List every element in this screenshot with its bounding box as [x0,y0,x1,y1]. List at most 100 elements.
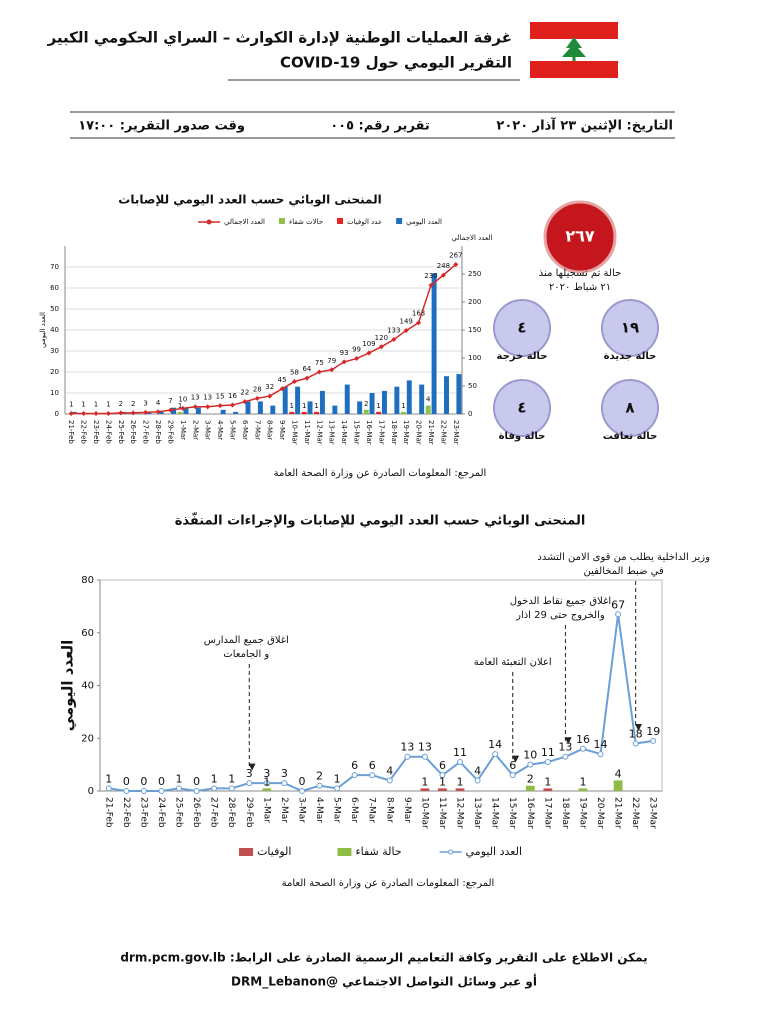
x-tick-label: 3-Mar [296,797,306,823]
annotation-text: اغلاق جميع المدارس [204,635,289,646]
cedar-trunk [572,57,576,61]
point [474,777,481,784]
x-tick-label: 25-Feb [174,797,184,828]
x-tick-label: 8-Mar [384,797,394,823]
bar-label: 1 [439,775,446,788]
point-label: 1 [81,400,85,408]
x-tick-label: 25-Feb [117,420,125,444]
point-label: 58 [290,369,299,377]
x-tick-label: 27-Feb [142,420,150,444]
x-tick-label: 21-Feb [103,797,113,828]
point-label: 267 [449,251,462,259]
bar [406,380,412,414]
bar [456,374,462,414]
point [192,404,198,410]
point-label: 1 [211,772,218,785]
point [428,282,434,288]
chart-title: المنحنى الوبائي حسب العدد اليومي للإصابا… [118,193,381,208]
point [140,788,147,794]
point [246,780,253,787]
point-label: 0 [193,775,200,788]
point [105,785,112,792]
bar [525,785,535,791]
stat-label: حالة وفاة [499,431,546,442]
point-label: 0 [140,775,147,788]
point-label: 2 [316,770,323,783]
legend-label: العدد الاجمالي [224,218,265,226]
x-tick-label: 20-Mar [415,420,423,445]
point-label: 2 [119,400,123,408]
y-axis-title: العدد اليومي [39,312,47,348]
bar [381,390,387,414]
y2-tick-label: 50 [468,382,477,390]
point [351,772,358,779]
point-label: 11 [453,746,467,759]
x-tick-label: 7-Mar [367,797,377,823]
header-subtitle: التقرير اليومي حول COVID-19 [280,54,512,72]
x-tick-label: 10-Mar [419,797,429,829]
x-tick-label: 11-Mar [303,420,311,445]
x-tick-label: 22-Feb [121,797,131,828]
point [242,399,248,405]
point [416,320,422,326]
legend-swatch [396,218,403,224]
total-value: ٢٦٧ [565,227,595,246]
bar [369,393,375,414]
point [167,407,173,413]
point-label: 1 [228,772,235,785]
bar-label: 1 [178,402,182,410]
point [93,410,99,416]
y-tick-label: 0 [55,410,59,418]
bar [171,407,177,414]
point-label: 4 [386,764,393,777]
x-tick-label: 29-Feb [166,420,174,444]
point [281,780,288,787]
x-tick-label: 23-Mar [452,420,460,445]
point-label: 10 [523,749,537,762]
x-tick-label: 22-Mar [439,420,447,445]
report-date: التاريخ: الإثنين ٢٣ آذار ٢٠٢٠ [496,117,673,134]
bar-label: 4 [426,396,431,404]
cedar [562,37,586,57]
line [108,614,654,793]
bar [146,411,152,414]
bar [400,411,406,414]
point-label: 16 [228,392,237,400]
point-label: 6 [509,759,516,772]
point-label: 248 [437,262,450,270]
point [457,758,464,765]
bar [613,780,623,791]
point [205,404,211,410]
point-label: 149 [399,318,412,326]
point-label: 13 [418,741,432,754]
y-tick-label: 40 [81,681,94,692]
legend-label: الوفيات [257,845,291,858]
bar-label: 2 [527,773,534,786]
bar [307,401,313,414]
point-label: 13 [400,741,414,754]
point [453,261,459,267]
x-tick-label: 10-Mar [291,420,299,445]
point-label: 3 [281,767,288,780]
point [615,611,622,618]
point-label: 13 [558,741,572,754]
x-tick-label: 23-Feb [138,797,148,828]
bar-label: 1 [401,402,405,410]
x-tick-label: 7-Mar [253,420,261,440]
bar [282,386,288,414]
x-tick-label: 8-Mar [266,420,274,440]
point-label: 6 [439,759,446,772]
report-time: وقت صدور التقرير: ١٧:٠٠ [78,119,245,134]
bar-label: 1 [421,775,428,788]
y2-tick-label: 200 [468,298,481,306]
point [421,753,428,760]
annotation-text: وزير الداخلية يطلب من قوى الامن التشدد [537,552,710,563]
y2-tick-label: 250 [468,270,481,278]
point [562,753,569,760]
x-tick-label: 9-Mar [278,420,286,440]
bar [195,407,201,414]
bar [438,788,447,791]
legend-swatch [337,848,352,856]
bar-label: 2 [364,400,368,408]
